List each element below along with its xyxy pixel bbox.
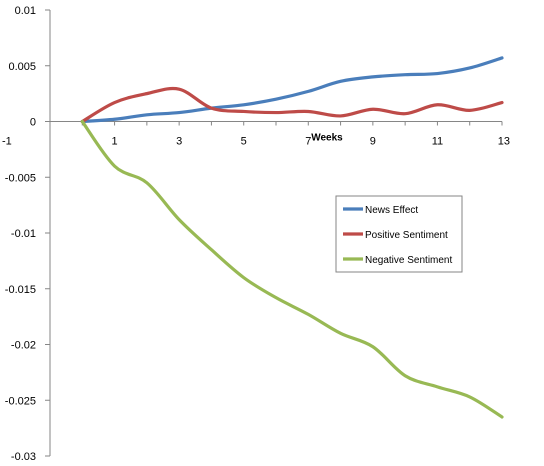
- x-tick-label: 13: [498, 136, 510, 148]
- y-tick-label: 0: [30, 117, 36, 129]
- series-line-news-effect: [80, 56, 504, 124]
- series-line-positive-sentiment: [80, 86, 504, 124]
- legend-label-negative-sentiment: Negative Sentiment: [365, 255, 452, 266]
- y-tick-label: -0.02: [11, 340, 36, 352]
- legend-label-news-effect: News Effect: [365, 205, 418, 216]
- y-tick-label: -0.025: [5, 395, 36, 407]
- axes: 0.01 0.005 0 -0.005 -0.01 -0.015 -0.02 -0.025 -0…: [2, 5, 510, 463]
- x-tick-label: -1: [2, 136, 12, 148]
- y-tick-label: 0.01: [15, 5, 36, 17]
- y-tick-label: -0.005: [5, 172, 36, 184]
- legend: News Effect Positive Sentiment Negative Se…: [335, 195, 463, 273]
- x-tick-label: 3: [176, 136, 182, 148]
- series-lines: [80, 56, 504, 419]
- x-tick-label: 5: [241, 136, 247, 148]
- y-tick-label: -0.03: [11, 451, 36, 463]
- y-tick-label: 0.005: [8, 61, 36, 73]
- y-tick-label: -0.015: [5, 284, 36, 296]
- x-tick-label: 1: [112, 136, 118, 148]
- x-tick-label: 7: [305, 136, 311, 148]
- x-tick-label: 11: [432, 136, 443, 148]
- x-tick-label: 9: [370, 136, 376, 148]
- y-tick-label: -0.01: [11, 228, 36, 240]
- series-line-negative-sentiment: [80, 119, 504, 419]
- x-axis-title: Weeks: [311, 133, 343, 144]
- legend-label-positive-sentiment: Positive Sentiment: [365, 230, 448, 241]
